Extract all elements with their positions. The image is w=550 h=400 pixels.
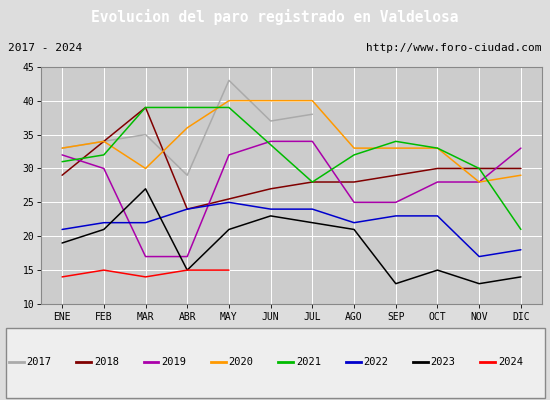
Text: 2020: 2020 <box>228 357 254 366</box>
Text: 2022: 2022 <box>363 357 388 366</box>
Text: 2019: 2019 <box>161 357 186 366</box>
Text: Evolucion del paro registrado en Valdelosa: Evolucion del paro registrado en Valdelo… <box>91 9 459 25</box>
Text: 2017: 2017 <box>26 357 51 366</box>
Text: 2018: 2018 <box>94 357 119 366</box>
Text: http://www.foro-ciudad.com: http://www.foro-ciudad.com <box>366 43 542 53</box>
Text: 2023: 2023 <box>431 357 455 366</box>
FancyBboxPatch shape <box>6 328 544 398</box>
Text: 2017 - 2024: 2017 - 2024 <box>8 43 82 53</box>
Text: 2021: 2021 <box>296 357 321 366</box>
Text: 2024: 2024 <box>498 357 523 366</box>
